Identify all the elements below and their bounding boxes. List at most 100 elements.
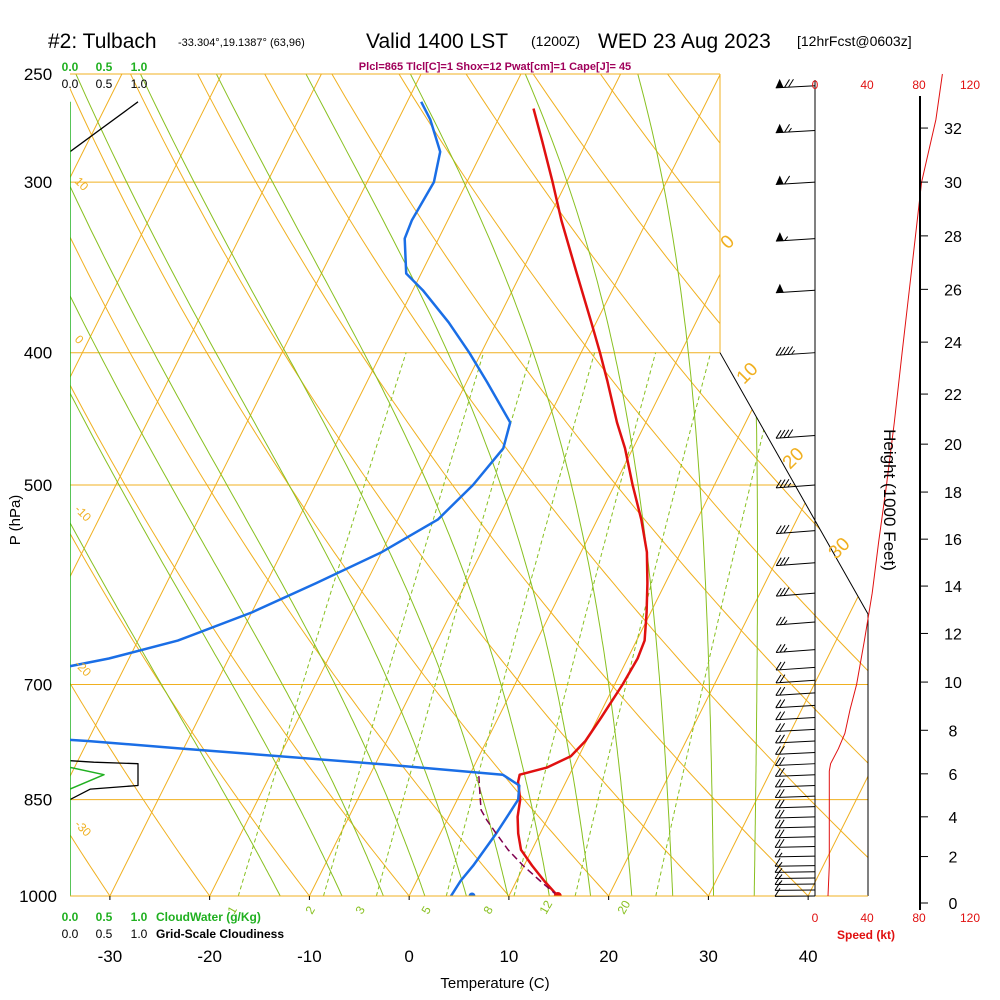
y-axis-label: P (hPa) [7, 495, 24, 546]
dry-adiabat-label: 0 [72, 332, 87, 347]
temperature-tick-label: 0 [404, 947, 413, 966]
mixing-ratio-line [574, 352, 712, 896]
stability-indices: Plcl=865 Tlcl[C]=1 Shox=12 Pwat[cm]=1 Ca… [359, 61, 631, 73]
dry-adiabat-line [70, 532, 311, 896]
height-tick-label: 32 [944, 121, 962, 138]
forecast-label: [12hrFcst@0603z] [797, 33, 912, 49]
mixing-ratio-label: 5 [418, 903, 434, 916]
wind-barb [774, 809, 816, 819]
wind-barb [775, 175, 816, 185]
wind-barb [775, 556, 816, 567]
temperature-line [516, 108, 649, 896]
isotherm-line [70, 74, 223, 379]
wind-barb [774, 767, 816, 777]
wind-barb [775, 479, 816, 489]
wind-barb [774, 778, 816, 788]
cloudiness-label: Grid-Scale Cloudiness [156, 927, 284, 941]
speed-bottom-tick: 40 [860, 911, 874, 925]
cloud-water-bottom-tick: 0.5 [96, 910, 113, 924]
speed-bottom-tick: 80 [912, 911, 926, 925]
moist-adiabat-line [215, 74, 550, 896]
height-tick-label: 12 [944, 626, 962, 643]
cloudiness-bottom-tick: 1.0 [131, 927, 148, 941]
dry-adiabat-line [70, 235, 510, 896]
station-title: #2: Tulbach [48, 30, 157, 53]
moist-adiabat-line [70, 391, 343, 896]
cloud-water-top-tick: 0.0 [62, 60, 79, 74]
dry-adiabat-line [331, 74, 868, 764]
mixing-ratio-line [655, 352, 784, 896]
wind-barb [775, 78, 816, 89]
temperature-tick-label: 10 [499, 947, 518, 966]
wind-barb [775, 757, 816, 766]
wind-barb [775, 745, 816, 755]
isotherm-line [0, 74, 22, 896]
wind-barb [774, 799, 816, 809]
mixing-ratio-line [237, 352, 407, 896]
dry-adiabat-label: -10 [72, 502, 94, 524]
dry-adiabat-line [465, 74, 868, 582]
moist-adiabat-line [70, 294, 384, 896]
height-tick-label: 14 [944, 579, 962, 596]
speed-bottom-tick: 120 [960, 911, 980, 925]
height-tick-label: 0 [949, 896, 958, 913]
mixing-ratio-line [323, 352, 485, 896]
cloud-water-top-tick: 1.0 [131, 60, 148, 74]
mixing-ratio-line [445, 352, 596, 896]
dry-adiabat-line [532, 74, 868, 493]
wind-barb [774, 829, 816, 839]
parcel-path-line [478, 774, 559, 896]
pressure-tick-label: 850 [24, 791, 52, 810]
upper-cloudiness-profile [70, 101, 139, 153]
mixing-ratio-line [513, 352, 657, 896]
overlay [70, 73, 943, 910]
mixing-ratio-line [375, 352, 532, 896]
wind-barb [775, 283, 816, 294]
isotherm-line [308, 74, 721, 896]
cloudiness-profile [70, 760, 139, 801]
zulu-time: (1200Z) [531, 33, 580, 49]
isotherm-line [109, 74, 522, 896]
surface-temperature-dot [553, 892, 562, 896]
height-tick-label: 6 [949, 767, 958, 784]
wind-panel-mask [720, 74, 868, 614]
pressure-tick-label: 1000 [19, 887, 57, 906]
speed-top-tick: 0 [812, 78, 819, 92]
dry-adiabat-label: -30 [72, 817, 94, 839]
pressure-tick-label: 500 [24, 476, 52, 495]
temperature-tick-label: -20 [197, 947, 222, 966]
wind-barb [775, 123, 816, 134]
pressure-tick-label: 250 [24, 65, 52, 84]
isotherm-line [707, 575, 868, 896]
speed-axis-label: Speed (kt) [837, 928, 895, 942]
moist-adiabat-line [409, 74, 633, 896]
moist-adiabat-line [637, 74, 715, 896]
wind-speed-line [827, 73, 943, 897]
isotherm-line [209, 74, 622, 896]
wind-barb [774, 839, 816, 848]
height-tick-label: 2 [949, 850, 958, 867]
moist-adiabat-line [70, 184, 426, 896]
speed-top-tick: 120 [960, 78, 980, 92]
height-tick-label: 24 [944, 335, 962, 352]
wind-barb [775, 524, 816, 535]
speed-top-tick: 40 [860, 78, 874, 92]
sounding-lines [70, 101, 649, 896]
valid-time: Valid 1400 LST [366, 30, 508, 53]
dry-adiabat-line [398, 74, 868, 672]
cloud-water-top-tick: 0.5 [96, 60, 113, 74]
pressure-tick-label: 400 [24, 344, 52, 363]
cloudiness-top-tick: 0.5 [96, 77, 113, 91]
height-tick-label: 10 [944, 675, 962, 692]
cloudiness-top-tick: 0.0 [62, 77, 79, 91]
wind-barb [775, 661, 816, 671]
height-tick-label: 20 [944, 437, 962, 454]
wind-barb [775, 734, 816, 744]
temperature-tick-label: -30 [98, 947, 123, 966]
dry-adiabat-line [849, 50, 1000, 925]
valid-date: WED 23 Aug 2023 [598, 30, 771, 53]
moist-adiabat-line [70, 521, 281, 896]
temperature-tick-label: 30 [699, 947, 718, 966]
height-tick-label: 30 [944, 175, 962, 192]
cloud-water-bottom-tick: 1.0 [131, 910, 148, 924]
